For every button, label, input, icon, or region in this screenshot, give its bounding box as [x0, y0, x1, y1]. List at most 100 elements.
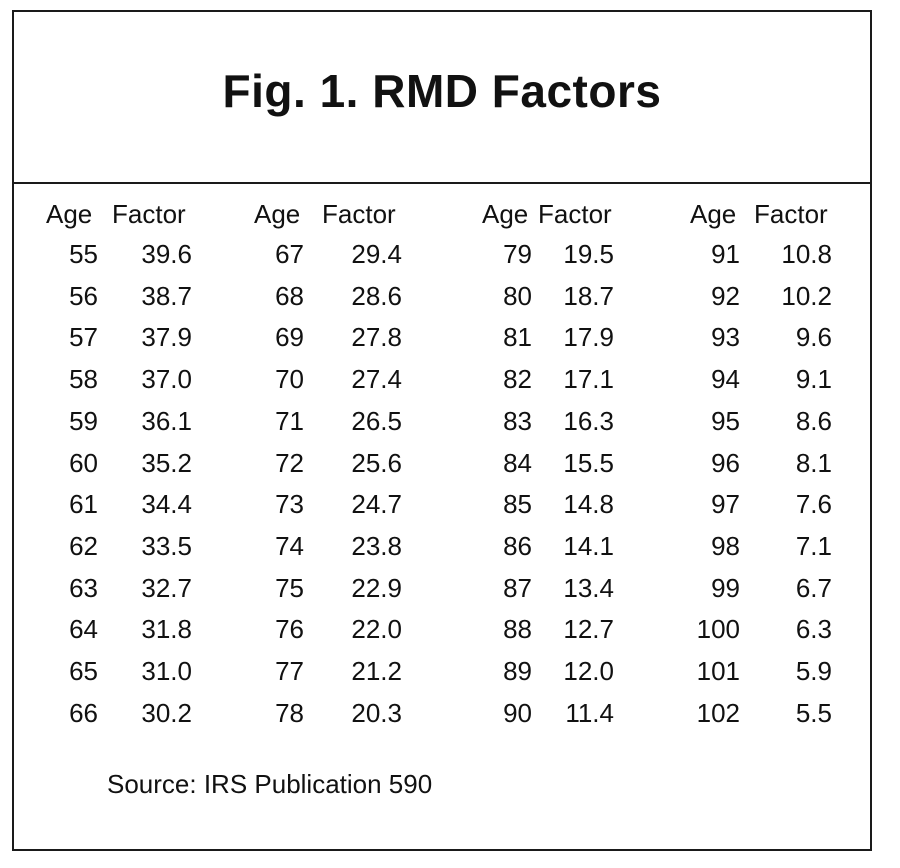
- age-cell: 61: [69, 489, 98, 520]
- age-cell: 84: [503, 447, 532, 478]
- factor-cell: 7.1: [795, 530, 832, 561]
- age-cell: 86: [503, 530, 532, 561]
- table-row: 71 26.5: [254, 401, 454, 441]
- age-cell: 55: [69, 239, 98, 269]
- table-row: 70 27.4: [254, 359, 454, 399]
- age-cell: 65: [69, 656, 98, 686]
- age-cell: 60: [69, 447, 98, 478]
- age-cell: 95: [711, 405, 740, 436]
- factor-column-header: Factor: [538, 199, 612, 229]
- factor-cell: 22.9: [351, 572, 402, 603]
- age-cell: 76: [275, 614, 304, 645]
- table-row: 63 32.7: [46, 568, 246, 608]
- table-row: 87 13.4: [482, 568, 682, 608]
- age-cell: 79: [503, 239, 532, 269]
- table-row: 85 14.8: [482, 484, 682, 524]
- factor-cell: 6.3: [795, 614, 832, 645]
- source-note: Source: IRS Publication 590: [107, 769, 433, 799]
- factor-cell: 30.2: [141, 697, 192, 728]
- table-row: 77 21.2: [254, 651, 454, 691]
- table-row: 84 15.5: [482, 443, 682, 483]
- age-cell: 87: [503, 572, 532, 603]
- age-cell: 94: [711, 364, 740, 395]
- table-row: 81 17.9: [482, 317, 682, 357]
- age-cell: 62: [69, 530, 98, 561]
- table-row: 79 19.5: [482, 234, 682, 274]
- age-cell: 73: [275, 489, 304, 520]
- factor-cell: 10.8: [781, 239, 832, 269]
- table-row: 94 9.1: [690, 359, 890, 399]
- factor-cell: 8.6: [795, 405, 832, 436]
- table-row: 80 18.7: [482, 276, 682, 316]
- age-cell: 92: [711, 280, 740, 311]
- factor-cell: 21.2: [351, 656, 402, 686]
- table-row: 69 27.8: [254, 317, 454, 357]
- factor-cell: 25.6: [351, 447, 402, 478]
- factor-cell: 10.2: [781, 280, 832, 311]
- age-column-header: Age: [254, 199, 301, 229]
- age-cell: 85: [503, 489, 532, 520]
- factor-cell: 35.2: [141, 447, 192, 478]
- table-row: 90 11.4: [482, 693, 682, 733]
- age-cell: 93: [711, 322, 740, 353]
- table-row: 55 39.6: [46, 234, 246, 274]
- factor-cell: 9.1: [795, 364, 832, 395]
- factor-cell: 14.8: [563, 489, 614, 520]
- age-cell: 77: [275, 656, 304, 686]
- age-cell: 71: [275, 405, 304, 436]
- age-column-header: Age: [46, 199, 93, 229]
- figure-frame: Fig. 1. RMD Factors Age Factor 55 39.6 56 38.…: [12, 10, 872, 851]
- factor-cell: 15.5: [563, 447, 614, 478]
- table-row: 95 8.6: [690, 401, 890, 441]
- age-cell: 74: [275, 530, 304, 561]
- age-cell: 78: [275, 697, 304, 728]
- factor-cell: 17.9: [563, 322, 614, 353]
- age-column-header: Age: [482, 199, 529, 229]
- factor-cell: 39.6: [141, 239, 192, 269]
- figure-title: Fig. 1. RMD Factors: [222, 65, 662, 117]
- age-cell: 99: [711, 572, 740, 603]
- age-cell: 96: [711, 447, 740, 478]
- factor-cell: 24.7: [351, 489, 402, 520]
- table-row: 96 8.1: [690, 443, 890, 483]
- table-row: 74 23.8: [254, 526, 454, 566]
- age-cell: 82: [503, 364, 532, 395]
- factor-cell: 36.1: [141, 405, 192, 436]
- age-cell: 80: [503, 280, 532, 311]
- factor-cell: 20.3: [351, 697, 402, 728]
- table-row: 72 25.6: [254, 443, 454, 483]
- table-row: 62 33.5: [46, 526, 246, 566]
- factor-cell: 26.5: [351, 405, 402, 436]
- factor-cell: 9.6: [795, 322, 832, 353]
- factor-cell: 27.4: [351, 364, 402, 395]
- table-row: 61 34.4: [46, 484, 246, 524]
- age-cell: 58: [69, 364, 98, 395]
- factor-cell: 38.7: [141, 280, 192, 311]
- factor-cell: 29.4: [351, 239, 402, 269]
- table-row: 60 35.2: [46, 443, 246, 483]
- age-column-header: Age: [690, 199, 737, 229]
- factor-cell: 16.3: [563, 405, 614, 436]
- age-cell: 68: [275, 280, 304, 311]
- age-cell: 102: [696, 697, 740, 728]
- table-row: 93 9.6: [690, 317, 890, 357]
- factor-cell: 13.4: [563, 572, 614, 603]
- table-row: 66 30.2: [46, 693, 246, 733]
- table-row: 67 29.4: [254, 234, 454, 274]
- factor-cell: 32.7: [141, 572, 192, 603]
- age-cell: 56: [69, 280, 98, 311]
- factor-cell: 23.8: [351, 530, 402, 561]
- factor-cell: 31.8: [141, 614, 192, 645]
- table-row: 57 37.9: [46, 317, 246, 357]
- age-cell: 64: [69, 614, 98, 645]
- factor-column-header: Factor: [754, 199, 828, 229]
- table-row: 75 22.9: [254, 568, 454, 608]
- factor-cell: 6.7: [795, 572, 832, 603]
- factor-cell: 8.1: [795, 447, 832, 478]
- table-row: 65 31.0: [46, 651, 246, 691]
- factor-cell: 17.1: [563, 364, 614, 395]
- table-row: 59 36.1: [46, 401, 246, 441]
- age-cell: 67: [275, 239, 304, 269]
- age-cell: 59: [69, 405, 98, 436]
- factor-column-header: Factor: [112, 199, 186, 229]
